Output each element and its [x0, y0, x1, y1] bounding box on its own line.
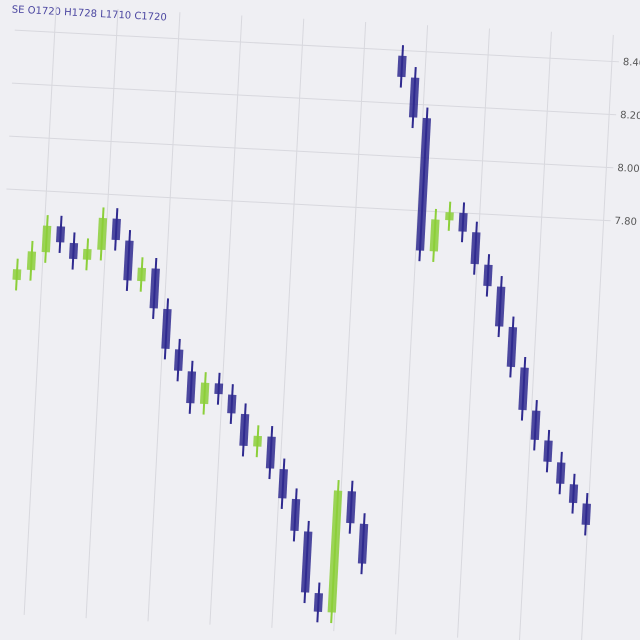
- candle-body: [214, 383, 224, 395]
- candle-body: [12, 269, 22, 281]
- candle-body: [556, 462, 566, 484]
- candle-body: [397, 55, 407, 78]
- v-grid: [580, 34, 614, 640]
- candle-body: [239, 413, 250, 447]
- grid-line: [9, 135, 614, 169]
- candle-body: [161, 308, 172, 349]
- grid-line: [6, 188, 611, 222]
- candle-body: [82, 248, 92, 260]
- candle-body: [97, 217, 108, 251]
- candle-body: [68, 242, 79, 260]
- candle-body: [408, 77, 420, 118]
- v-grid: [457, 28, 490, 638]
- candle-body: [518, 367, 529, 411]
- v-grid: [85, 8, 119, 619]
- candle-body: [111, 218, 121, 241]
- candle-body: [149, 268, 160, 309]
- grid-line: [11, 82, 617, 116]
- candle-body: [313, 592, 324, 612]
- candle-body: [253, 435, 262, 447]
- candle-body: [55, 226, 66, 243]
- plot-area: SE O1720 H1728 L1710 C1720 8.408.208.007…: [6, 4, 640, 640]
- candle-body: [300, 531, 313, 593]
- candle-body: [327, 490, 343, 613]
- v-grid: [209, 15, 243, 625]
- v-grid: [395, 25, 429, 635]
- candle-body: [265, 436, 276, 469]
- candle-body: [290, 498, 301, 532]
- candle-body: [186, 371, 197, 404]
- candle-body: [357, 523, 369, 564]
- y-tick-label: 8.20: [620, 110, 640, 122]
- candle-body: [483, 264, 493, 287]
- v-grid: [518, 31, 552, 640]
- v-grid: [271, 18, 305, 628]
- candle-body: [494, 286, 506, 327]
- candle-body: [227, 394, 237, 414]
- candle-body: [199, 382, 210, 405]
- y-tick-label: 8.00: [617, 163, 640, 175]
- candle-body: [278, 468, 288, 499]
- candle-body: [429, 219, 440, 252]
- candle-body: [581, 503, 591, 526]
- candle-body: [568, 484, 579, 504]
- candle-body: [543, 440, 553, 462]
- candle-body: [530, 410, 541, 441]
- candle-body: [445, 212, 454, 221]
- grid-line: [14, 29, 619, 63]
- candle-body: [26, 251, 37, 271]
- candle-body: [346, 491, 357, 524]
- y-tick-label: 7.80: [614, 216, 637, 228]
- candle-body: [41, 225, 52, 253]
- v-grid: [23, 5, 57, 615]
- candle-body: [458, 212, 468, 232]
- y-tick-label: 8.40: [623, 57, 640, 69]
- candle-body: [470, 232, 481, 265]
- candle-body: [506, 326, 518, 368]
- candle-body: [173, 349, 184, 371]
- candle-body: [137, 267, 147, 282]
- candle-body: [123, 240, 134, 281]
- candle-body: [415, 117, 432, 251]
